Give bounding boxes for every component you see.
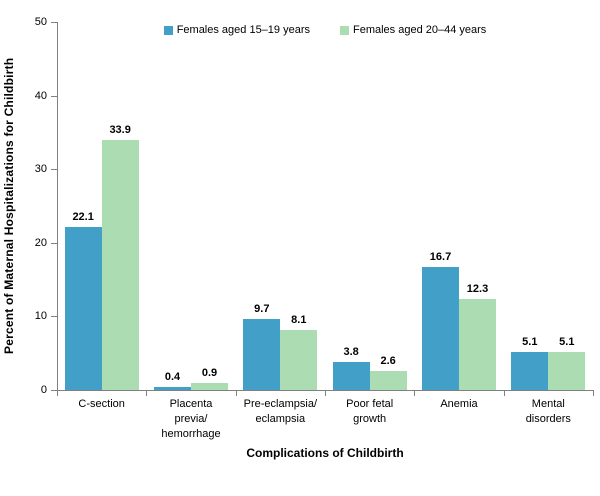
x-tick-mark [235, 391, 237, 396]
bar-value-label: 33.9 [109, 124, 131, 137]
x-tick-mark [146, 391, 148, 396]
bar-females-15-19 [332, 362, 370, 390]
legend-item-females-15-19: Females aged 15–19 years [163, 24, 310, 36]
x-category-label: Pre-eclampsia/ eclampsia [243, 398, 317, 425]
bar-females-20-44 [280, 330, 318, 390]
y-axis-title: Percent of Maternal Hospitalizations for… [2, 57, 16, 355]
x-tick-mark [414, 391, 416, 396]
bar-value-label: 8.1 [291, 314, 307, 327]
x-category-label: Poor fetal growth [346, 398, 394, 425]
x-tick-mark [325, 391, 326, 396]
x-category-label: Placenta previa/ hemorrhage [161, 398, 221, 440]
legend-item-females-20-44: Females aged 20–44 years [340, 24, 486, 36]
bar-value-label: 0.9 [201, 367, 218, 380]
y-tick-label: 30 [34, 163, 47, 176]
y-tick-mark [51, 390, 57, 391]
legend-label-females-15-19: Females aged 15–19 years [176, 24, 310, 36]
bar-females-20-44 [191, 383, 228, 390]
bar-females-15-19 [422, 267, 459, 390]
legend: Females aged 15–19 years Females aged 20… [57, 24, 593, 36]
x-category-label: C-section [78, 398, 125, 410]
y-tick-label: 50 [34, 16, 47, 28]
x-axis-title: Complications of Childbirth [246, 446, 404, 460]
y-tick-mark [51, 242, 57, 244]
x-tick-mark [57, 391, 58, 396]
bar-females-15-19 [511, 352, 549, 390]
y-tick-mark [51, 316, 57, 318]
y-tick-label: 0 [40, 384, 47, 396]
y-tick-label: 10 [34, 310, 47, 323]
y-tick-mark [51, 95, 57, 97]
y-tick-mark [51, 169, 57, 171]
legend-label-females-20-44: Females aged 20–44 years [353, 24, 487, 36]
y-tick-label: 40 [34, 89, 47, 102]
legend-swatch-females-15-19 [163, 25, 173, 35]
bar-value-label: 22.1 [72, 211, 94, 224]
bar-females-15-19 [64, 227, 102, 390]
y-tick-label: 20 [34, 236, 47, 249]
y-axis-line [57, 22, 58, 391]
bar-value-label: 2.6 [380, 354, 396, 367]
bar-females-20-44 [459, 299, 496, 390]
bar-value-label: 3.8 [343, 346, 359, 359]
bar-value-label: 0.4 [164, 371, 181, 384]
y-tick-mark [51, 22, 57, 23]
x-tick-mark [593, 391, 594, 396]
bar-females-20-44 [369, 370, 407, 390]
legend-swatch-females-20-44 [340, 25, 349, 35]
bar-value-label: 12.3 [466, 283, 489, 296]
bar-value-label: 16.7 [429, 251, 452, 264]
bar-value-label: 9.7 [254, 302, 270, 315]
x-tick-mark [503, 391, 505, 396]
bar-value-label: 5.1 [522, 336, 538, 349]
bar-value-label: 5.1 [559, 336, 575, 349]
x-category-label: Mental disorders [525, 398, 571, 425]
x-category-label: Anemia [440, 398, 478, 410]
x-axis-line [57, 390, 594, 391]
bar-females-20-44 [548, 352, 586, 390]
bar-females-20-44 [101, 140, 139, 390]
bar-females-15-19 [154, 387, 191, 390]
bar-females-15-19 [243, 318, 281, 390]
